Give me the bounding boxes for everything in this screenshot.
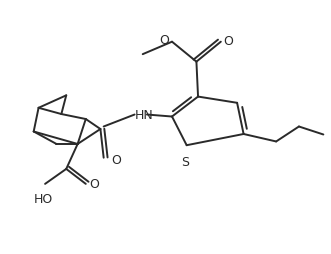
Text: O: O bbox=[89, 177, 99, 190]
Text: O: O bbox=[160, 34, 169, 47]
Text: O: O bbox=[223, 35, 233, 48]
Text: HO: HO bbox=[34, 192, 53, 205]
Text: S: S bbox=[181, 155, 189, 168]
Text: HN: HN bbox=[135, 109, 153, 122]
Text: O: O bbox=[111, 154, 121, 167]
